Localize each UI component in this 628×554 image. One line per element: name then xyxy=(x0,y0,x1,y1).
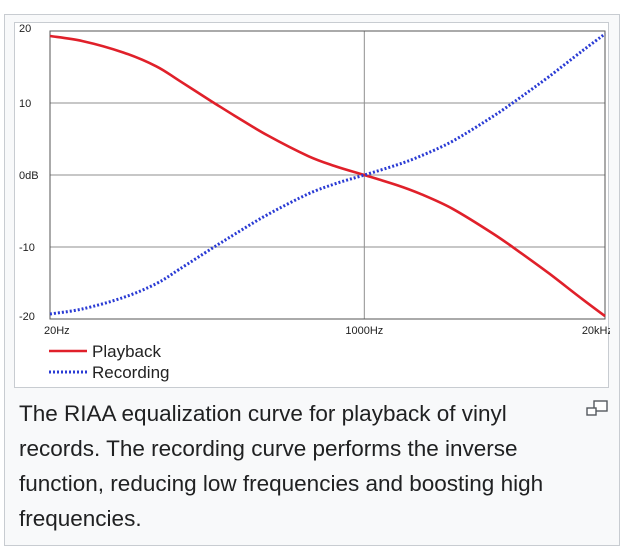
magnify-clip-icon[interactable] xyxy=(585,400,609,418)
figure: 20 10 0dB -10 -20 20Hz 1000Hz 20kHz Playback Reco… xyxy=(4,14,620,546)
legend-label-playback: Playback xyxy=(92,342,161,361)
legend-label-recording: Recording xyxy=(92,363,170,382)
plot-area xyxy=(49,30,606,320)
series-line-playback xyxy=(49,34,606,318)
chart-frame: 20 10 0dB -10 -20 20Hz 1000Hz 20kHz Playback Reco… xyxy=(14,22,610,388)
y-tick-label: -20 xyxy=(19,311,35,323)
series-line-recording xyxy=(49,32,606,316)
y-tick-label: 0dB xyxy=(19,170,39,182)
y-tick-label: 10 xyxy=(19,98,31,110)
x-tick-label: 20kHz xyxy=(582,325,610,337)
y-tick-label: 20 xyxy=(19,23,31,35)
y-tick-label: -10 xyxy=(19,242,35,254)
x-tick-label: 20Hz xyxy=(44,325,70,337)
figure-caption: The RIAA equalization curve for playback… xyxy=(19,401,544,531)
x-tick-label: 1000Hz xyxy=(345,325,383,337)
riaa-chart: 20 10 0dB -10 -20 20Hz 1000Hz 20kHz Playback Reco… xyxy=(19,23,610,382)
